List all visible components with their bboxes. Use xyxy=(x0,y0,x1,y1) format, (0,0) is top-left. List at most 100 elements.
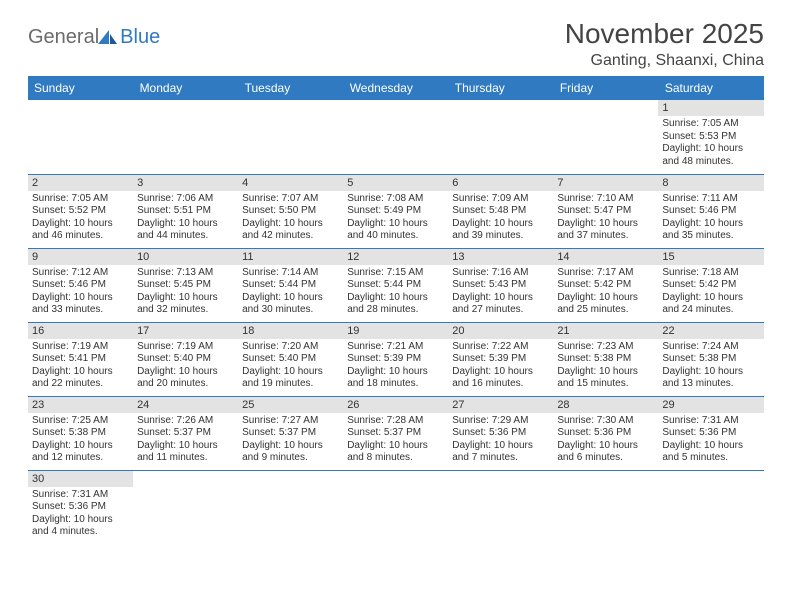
day-details: Sunrise: 7:25 AMSunset: 5:38 PMDaylight:… xyxy=(28,413,133,467)
weekday-header: Sunday xyxy=(28,76,133,100)
day-number: 8 xyxy=(658,175,763,191)
weekday-header: Thursday xyxy=(448,76,553,100)
day-number: 28 xyxy=(553,397,658,413)
day-details: Sunrise: 7:05 AMSunset: 5:53 PMDaylight:… xyxy=(658,116,763,170)
calendar-cell: 24Sunrise: 7:26 AMSunset: 5:37 PMDayligh… xyxy=(133,396,238,470)
calendar-cell: 19Sunrise: 7:21 AMSunset: 5:39 PMDayligh… xyxy=(343,322,448,396)
calendar-head: SundayMondayTuesdayWednesdayThursdayFrid… xyxy=(28,76,764,100)
day-number: 23 xyxy=(28,397,133,413)
day-details: Sunrise: 7:19 AMSunset: 5:40 PMDaylight:… xyxy=(133,339,238,393)
calendar-cell: 22Sunrise: 7:24 AMSunset: 5:38 PMDayligh… xyxy=(658,322,763,396)
day-number: 18 xyxy=(238,323,343,339)
day-number: 29 xyxy=(658,397,763,413)
weekday-header: Saturday xyxy=(658,76,763,100)
day-details: Sunrise: 7:05 AMSunset: 5:52 PMDaylight:… xyxy=(28,191,133,245)
calendar-cell: 15Sunrise: 7:18 AMSunset: 5:42 PMDayligh… xyxy=(658,248,763,322)
day-details: Sunrise: 7:27 AMSunset: 5:37 PMDaylight:… xyxy=(238,413,343,467)
calendar-cell xyxy=(133,100,238,174)
day-details: Sunrise: 7:19 AMSunset: 5:41 PMDaylight:… xyxy=(28,339,133,393)
day-details: Sunrise: 7:10 AMSunset: 5:47 PMDaylight:… xyxy=(553,191,658,245)
weekday-header: Monday xyxy=(133,76,238,100)
calendar-cell xyxy=(28,100,133,174)
calendar-cell: 12Sunrise: 7:15 AMSunset: 5:44 PMDayligh… xyxy=(343,248,448,322)
day-details: Sunrise: 7:09 AMSunset: 5:48 PMDaylight:… xyxy=(448,191,553,245)
calendar-cell: 6Sunrise: 7:09 AMSunset: 5:48 PMDaylight… xyxy=(448,174,553,248)
title-block: November 2025 Ganting, Shaanxi, China xyxy=(565,18,764,70)
day-details: Sunrise: 7:18 AMSunset: 5:42 PMDaylight:… xyxy=(658,265,763,319)
calendar-cell: 13Sunrise: 7:16 AMSunset: 5:43 PMDayligh… xyxy=(448,248,553,322)
calendar-cell: 23Sunrise: 7:25 AMSunset: 5:38 PMDayligh… xyxy=(28,396,133,470)
logo: General Blue xyxy=(28,18,160,49)
day-details: Sunrise: 7:08 AMSunset: 5:49 PMDaylight:… xyxy=(343,191,448,245)
calendar-cell xyxy=(553,470,658,544)
day-details: Sunrise: 7:12 AMSunset: 5:46 PMDaylight:… xyxy=(28,265,133,319)
day-details: Sunrise: 7:15 AMSunset: 5:44 PMDaylight:… xyxy=(343,265,448,319)
day-number: 12 xyxy=(343,249,448,265)
calendar-body: 1Sunrise: 7:05 AMSunset: 5:53 PMDaylight… xyxy=(28,100,764,544)
calendar-cell: 7Sunrise: 7:10 AMSunset: 5:47 PMDaylight… xyxy=(553,174,658,248)
calendar-cell xyxy=(343,470,448,544)
day-number: 19 xyxy=(343,323,448,339)
day-details: Sunrise: 7:17 AMSunset: 5:42 PMDaylight:… xyxy=(553,265,658,319)
day-details: Sunrise: 7:11 AMSunset: 5:46 PMDaylight:… xyxy=(658,191,763,245)
calendar-table: SundayMondayTuesdayWednesdayThursdayFrid… xyxy=(28,76,764,544)
calendar-cell xyxy=(658,470,763,544)
calendar-row: 23Sunrise: 7:25 AMSunset: 5:38 PMDayligh… xyxy=(28,396,764,470)
calendar-cell: 29Sunrise: 7:31 AMSunset: 5:36 PMDayligh… xyxy=(658,396,763,470)
day-details: Sunrise: 7:30 AMSunset: 5:36 PMDaylight:… xyxy=(553,413,658,467)
day-number: 25 xyxy=(238,397,343,413)
day-details: Sunrise: 7:28 AMSunset: 5:37 PMDaylight:… xyxy=(343,413,448,467)
calendar-cell xyxy=(448,100,553,174)
weekday-header: Friday xyxy=(553,76,658,100)
calendar-cell: 17Sunrise: 7:19 AMSunset: 5:40 PMDayligh… xyxy=(133,322,238,396)
day-number: 5 xyxy=(343,175,448,191)
day-details: Sunrise: 7:20 AMSunset: 5:40 PMDaylight:… xyxy=(238,339,343,393)
day-number: 15 xyxy=(658,249,763,265)
calendar-cell: 25Sunrise: 7:27 AMSunset: 5:37 PMDayligh… xyxy=(238,396,343,470)
calendar-cell: 10Sunrise: 7:13 AMSunset: 5:45 PMDayligh… xyxy=(133,248,238,322)
calendar-cell xyxy=(448,470,553,544)
calendar-page: General Blue November 2025 Ganting, Shaan… xyxy=(0,0,792,544)
location: Ganting, Shaanxi, China xyxy=(565,52,764,70)
logo-sail-icon xyxy=(97,29,119,47)
day-number: 24 xyxy=(133,397,238,413)
calendar-cell: 5Sunrise: 7:08 AMSunset: 5:49 PMDaylight… xyxy=(343,174,448,248)
day-details: Sunrise: 7:16 AMSunset: 5:43 PMDaylight:… xyxy=(448,265,553,319)
day-details: Sunrise: 7:13 AMSunset: 5:45 PMDaylight:… xyxy=(133,265,238,319)
logo-text-general: General xyxy=(28,26,99,49)
day-details: Sunrise: 7:22 AMSunset: 5:39 PMDaylight:… xyxy=(448,339,553,393)
day-details: Sunrise: 7:14 AMSunset: 5:44 PMDaylight:… xyxy=(238,265,343,319)
calendar-row: 30Sunrise: 7:31 AMSunset: 5:36 PMDayligh… xyxy=(28,470,764,544)
day-number: 7 xyxy=(553,175,658,191)
day-number: 11 xyxy=(238,249,343,265)
calendar-cell: 8Sunrise: 7:11 AMSunset: 5:46 PMDaylight… xyxy=(658,174,763,248)
day-details: Sunrise: 7:29 AMSunset: 5:36 PMDaylight:… xyxy=(448,413,553,467)
day-number: 27 xyxy=(448,397,553,413)
day-details: Sunrise: 7:07 AMSunset: 5:50 PMDaylight:… xyxy=(238,191,343,245)
calendar-cell: 20Sunrise: 7:22 AMSunset: 5:39 PMDayligh… xyxy=(448,322,553,396)
calendar-cell: 28Sunrise: 7:30 AMSunset: 5:36 PMDayligh… xyxy=(553,396,658,470)
calendar-cell xyxy=(238,470,343,544)
day-number: 3 xyxy=(133,175,238,191)
calendar-cell: 11Sunrise: 7:14 AMSunset: 5:44 PMDayligh… xyxy=(238,248,343,322)
day-details: Sunrise: 7:26 AMSunset: 5:37 PMDaylight:… xyxy=(133,413,238,467)
day-number: 9 xyxy=(28,249,133,265)
day-number: 30 xyxy=(28,471,133,487)
logo-text-blue: Blue xyxy=(120,26,160,49)
calendar-cell: 30Sunrise: 7:31 AMSunset: 5:36 PMDayligh… xyxy=(28,470,133,544)
weekday-header: Tuesday xyxy=(238,76,343,100)
day-number: 16 xyxy=(28,323,133,339)
day-number: 10 xyxy=(133,249,238,265)
day-number: 20 xyxy=(448,323,553,339)
calendar-row: 1Sunrise: 7:05 AMSunset: 5:53 PMDaylight… xyxy=(28,100,764,174)
day-details: Sunrise: 7:23 AMSunset: 5:38 PMDaylight:… xyxy=(553,339,658,393)
calendar-cell: 21Sunrise: 7:23 AMSunset: 5:38 PMDayligh… xyxy=(553,322,658,396)
month-title: November 2025 xyxy=(565,18,764,50)
calendar-row: 9Sunrise: 7:12 AMSunset: 5:46 PMDaylight… xyxy=(28,248,764,322)
calendar-cell xyxy=(553,100,658,174)
calendar-cell: 3Sunrise: 7:06 AMSunset: 5:51 PMDaylight… xyxy=(133,174,238,248)
calendar-cell: 9Sunrise: 7:12 AMSunset: 5:46 PMDaylight… xyxy=(28,248,133,322)
header: General Blue November 2025 Ganting, Shaan… xyxy=(28,18,764,70)
day-number: 26 xyxy=(343,397,448,413)
calendar-cell: 2Sunrise: 7:05 AMSunset: 5:52 PMDaylight… xyxy=(28,174,133,248)
